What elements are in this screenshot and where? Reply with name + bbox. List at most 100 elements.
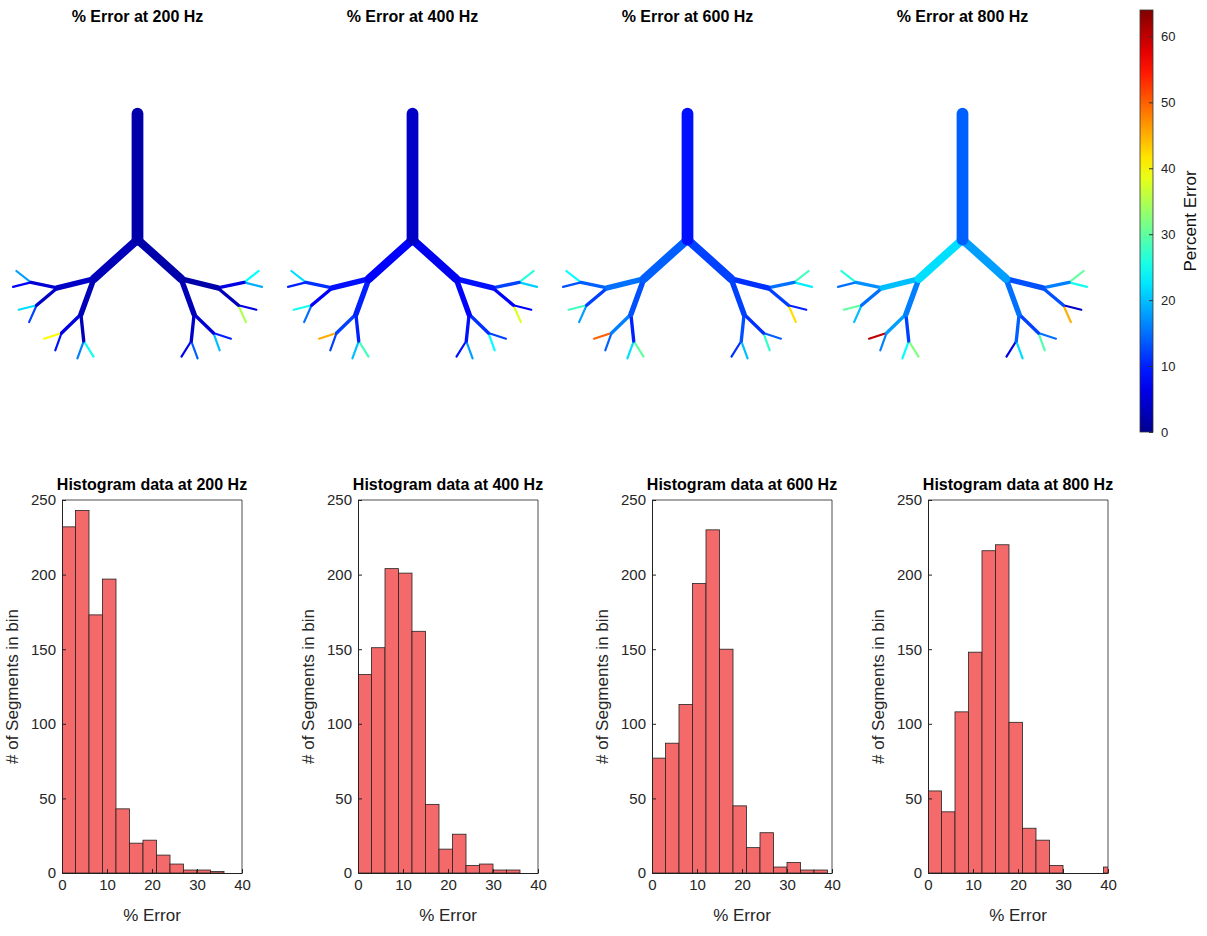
tick: 100 <box>897 715 932 732</box>
airway-segment <box>579 305 587 322</box>
airway-segment <box>856 282 882 288</box>
tick-label: 10 <box>1161 359 1175 374</box>
histogram-bar <box>89 615 103 873</box>
tick-label: 150 <box>897 641 922 658</box>
tick-mark <box>62 798 66 799</box>
histogram-bar <box>1023 828 1037 873</box>
airway-segment <box>469 314 488 333</box>
tick: 250 <box>897 491 932 508</box>
tick-mark <box>62 724 66 725</box>
tick-label: 200 <box>621 566 646 583</box>
tick-label: 200 <box>897 566 922 583</box>
airway-segment <box>513 305 531 309</box>
tick-label: 30 <box>189 876 206 893</box>
tick-label: 50 <box>335 790 352 807</box>
airway-segment <box>519 271 534 282</box>
airway-segment <box>337 314 356 333</box>
tick-label: 250 <box>31 491 56 508</box>
tick-label: 150 <box>327 641 352 658</box>
tick: 100 <box>621 715 656 732</box>
colorbar-axis: 0102030405060 <box>1149 11 1175 440</box>
histogram-bar <box>996 545 1010 873</box>
histogram-bar <box>453 834 467 873</box>
histogram-panel: 010203040050100150200250Histogram data a… <box>869 476 1117 925</box>
axis-line <box>63 873 243 874</box>
airway-segment <box>288 282 306 286</box>
tick-mark <box>538 869 539 873</box>
airway-segment <box>304 305 312 322</box>
tree-segments <box>288 114 537 359</box>
tick-mark <box>928 798 932 799</box>
histogram-panel: 010203040050100150200250Histogram data a… <box>593 476 841 925</box>
tick-mark <box>1149 300 1153 301</box>
x-axis-title: % Error <box>989 906 1047 925</box>
airway-segment <box>763 333 781 339</box>
airway-segment <box>919 240 963 279</box>
airway-segment <box>794 282 812 286</box>
histogram-bar <box>507 870 521 873</box>
tick: 100 <box>327 715 362 732</box>
histogram-bar <box>828 873 833 874</box>
tick-label: 150 <box>31 641 56 658</box>
airway-segment <box>581 282 607 288</box>
tick-mark <box>107 869 108 873</box>
y-axis-title: # of Segments in bin <box>299 609 318 764</box>
frame <box>62 500 242 501</box>
histogram-panel: 010203040050100150200250Histogram data a… <box>3 476 251 925</box>
tick-label: 0 <box>648 876 656 893</box>
histogram-bar <box>211 872 225 873</box>
histogram-bar <box>358 675 372 873</box>
axis-line <box>652 501 653 874</box>
airway-segment <box>1069 282 1087 286</box>
airway-segment <box>902 341 908 358</box>
airway-segment <box>794 271 809 282</box>
panel-title: Histogram data at 600 Hz <box>647 476 837 493</box>
histogram-bar <box>76 510 90 873</box>
histogram-bar <box>197 870 211 873</box>
histogram-bar <box>774 867 788 873</box>
panel-title: % Error at 200 Hz <box>72 8 204 25</box>
tick-mark <box>358 724 362 725</box>
tick: 0 <box>914 864 932 881</box>
x-axis: 010203040 <box>924 869 1117 893</box>
airway-segment <box>191 314 194 341</box>
airway-segment <box>682 114 694 240</box>
tick-label: 0 <box>924 876 932 893</box>
tick-label: 100 <box>327 715 352 732</box>
airway-segment <box>29 305 37 322</box>
histogram-bar <box>760 833 774 873</box>
tick-label: 30 <box>1161 227 1175 242</box>
histogram-bar <box>955 712 969 873</box>
histogram-bar <box>1077 873 1091 874</box>
airway-segment <box>13 282 31 286</box>
histogram-bar <box>103 579 117 873</box>
tick: 100 <box>31 715 66 732</box>
histogram-panel: 010203040050100150200250Histogram data a… <box>299 476 547 925</box>
tick: 200 <box>327 566 362 583</box>
colorbar-label: Percent Error <box>1181 170 1200 271</box>
tick: 20 <box>734 869 751 893</box>
tick: 150 <box>327 641 362 658</box>
y-axis-title: # of Segments in bin <box>593 609 612 764</box>
tick-label: 50 <box>905 790 922 807</box>
tick-label: 50 <box>39 790 56 807</box>
airway-segment <box>744 314 763 333</box>
panel-title: % Error at 800 Hz <box>897 8 1029 25</box>
tick: 20 <box>440 869 457 893</box>
tick-mark <box>197 869 198 873</box>
tick-label: 200 <box>31 566 56 583</box>
airway-segment <box>741 341 747 358</box>
tick-mark <box>652 575 656 576</box>
tick-mark <box>928 649 932 650</box>
tick-mark <box>493 869 494 873</box>
histogram-bar <box>652 758 666 873</box>
airway-segment <box>62 314 81 333</box>
tree-panel: % Error at 600 Hz <box>563 8 812 358</box>
airway-segment <box>81 279 94 314</box>
airway-segment <box>566 271 581 282</box>
airway-segment <box>37 288 58 305</box>
tick-label: 100 <box>897 715 922 732</box>
tick: 10 <box>689 869 706 893</box>
tick-mark <box>1149 234 1153 235</box>
tick-mark <box>62 575 66 576</box>
